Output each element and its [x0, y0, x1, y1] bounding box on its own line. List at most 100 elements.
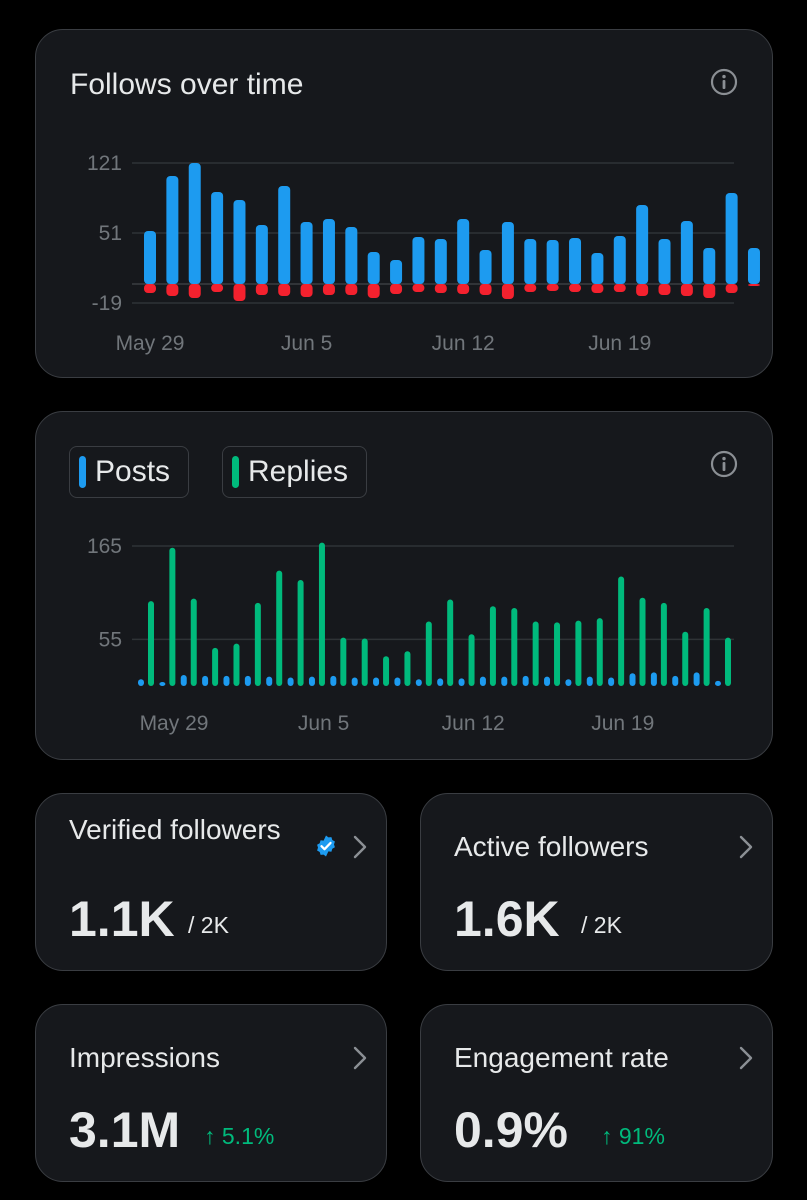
- unfollows-bar[interactable]: [613, 284, 626, 292]
- replies-bar[interactable]: [212, 647, 219, 686]
- engagement-rate-card[interactable]: Engagement rate 0.9% ↑ 91%: [420, 1004, 773, 1182]
- posts-bar[interactable]: [159, 682, 166, 686]
- unfollows-bar[interactable]: [255, 284, 268, 295]
- follows-bar[interactable]: [322, 219, 335, 284]
- follows-bar[interactable]: [457, 219, 470, 284]
- follows-bar[interactable]: [255, 225, 268, 284]
- unfollows-bar[interactable]: [680, 284, 693, 296]
- posts-bar[interactable]: [544, 676, 551, 686]
- replies-bar[interactable]: [468, 634, 475, 686]
- follows-bar[interactable]: [412, 237, 425, 284]
- unfollows-bar[interactable]: [322, 284, 335, 295]
- unfollows-bar[interactable]: [479, 284, 492, 295]
- unfollows-bar[interactable]: [501, 284, 514, 299]
- legend-chip-posts[interactable]: Posts: [69, 446, 189, 498]
- replies-bar[interactable]: [554, 622, 561, 686]
- replies-bar[interactable]: [489, 606, 496, 686]
- unfollows-bar[interactable]: [569, 284, 582, 292]
- replies-bar[interactable]: [318, 542, 325, 686]
- replies-bar[interactable]: [660, 602, 667, 686]
- posts-bar[interactable]: [138, 679, 144, 686]
- posts-bar[interactable]: [266, 676, 273, 686]
- info-icon[interactable]: [710, 68, 738, 96]
- posts-bar[interactable]: [565, 679, 572, 686]
- unfollows-bar[interactable]: [747, 284, 760, 286]
- posts-bar[interactable]: [244, 675, 251, 686]
- follows-bar[interactable]: [658, 239, 671, 284]
- posts-bar[interactable]: [394, 677, 401, 686]
- posts-bar[interactable]: [650, 672, 657, 686]
- replies-bar[interactable]: [511, 607, 518, 686]
- follows-bar[interactable]: [524, 239, 537, 284]
- posts-bar[interactable]: [608, 677, 615, 686]
- verified-followers-card[interactable]: Verified followers 1.1K / 2K: [35, 793, 387, 971]
- unfollows-bar[interactable]: [390, 284, 403, 294]
- follows-bar[interactable]: [703, 248, 716, 284]
- unfollows-bar[interactable]: [524, 284, 537, 292]
- replies-bar[interactable]: [276, 570, 283, 686]
- unfollows-bar[interactable]: [144, 284, 156, 293]
- unfollows-bar[interactable]: [300, 284, 313, 297]
- replies-bar[interactable]: [148, 601, 154, 686]
- replies-bar[interactable]: [703, 607, 710, 686]
- impressions-card[interactable]: Impressions 3.1M ↑ 5.1%: [35, 1004, 387, 1182]
- unfollows-bar[interactable]: [725, 284, 738, 293]
- replies-bar[interactable]: [190, 598, 197, 686]
- replies-bar[interactable]: [618, 576, 625, 686]
- posts-bar[interactable]: [479, 676, 486, 686]
- posts-bar[interactable]: [202, 675, 209, 686]
- follows-bar[interactable]: [725, 193, 738, 284]
- unfollows-bar[interactable]: [434, 284, 447, 293]
- replies-bar[interactable]: [340, 637, 347, 686]
- unfollows-bar[interactable]: [457, 284, 470, 294]
- unfollows-bar[interactable]: [233, 284, 246, 301]
- replies-bar[interactable]: [361, 638, 368, 686]
- follows-bar[interactable]: [501, 222, 514, 284]
- replies-bar[interactable]: [724, 637, 731, 686]
- replies-bar[interactable]: [447, 599, 454, 686]
- unfollows-bar[interactable]: [412, 284, 425, 292]
- unfollows-bar[interactable]: [546, 284, 559, 291]
- posts-bar[interactable]: [629, 673, 636, 686]
- unfollows-bar[interactable]: [345, 284, 358, 295]
- follows-bar[interactable]: [680, 221, 693, 284]
- follows-bar[interactable]: [390, 260, 403, 284]
- replies-bar[interactable]: [297, 579, 304, 686]
- posts-bar[interactable]: [501, 676, 508, 686]
- replies-bar[interactable]: [575, 620, 582, 686]
- info-icon[interactable]: [710, 450, 738, 478]
- posts-bar[interactable]: [287, 677, 294, 686]
- follows-bar[interactable]: [747, 248, 760, 284]
- posts-bar[interactable]: [415, 679, 422, 686]
- follows-bar[interactable]: [636, 205, 649, 284]
- follows-bar[interactable]: [300, 222, 313, 284]
- posts-bar[interactable]: [458, 678, 465, 686]
- replies-bar[interactable]: [639, 597, 646, 686]
- posts-bar[interactable]: [693, 672, 700, 686]
- unfollows-bar[interactable]: [278, 284, 291, 296]
- unfollows-bar[interactable]: [188, 284, 201, 298]
- posts-bar[interactable]: [308, 676, 315, 686]
- follows-bar[interactable]: [434, 239, 447, 284]
- follows-bar[interactable]: [166, 176, 179, 284]
- follows-bar[interactable]: [278, 186, 291, 284]
- replies-bar[interactable]: [682, 631, 689, 686]
- unfollows-bar[interactable]: [658, 284, 671, 295]
- follows-bar[interactable]: [345, 227, 358, 284]
- active-followers-card[interactable]: Active followers 1.6K / 2K: [420, 793, 773, 971]
- posts-bar[interactable]: [586, 676, 593, 686]
- unfollows-bar[interactable]: [367, 284, 380, 298]
- replies-bar[interactable]: [254, 602, 261, 686]
- replies-bar[interactable]: [383, 656, 390, 686]
- posts-bar[interactable]: [522, 675, 529, 686]
- replies-bar[interactable]: [169, 547, 176, 686]
- unfollows-bar[interactable]: [636, 284, 649, 296]
- posts-bar[interactable]: [373, 677, 380, 686]
- posts-bar[interactable]: [437, 678, 444, 686]
- replies-bar[interactable]: [404, 651, 411, 686]
- replies-bar[interactable]: [233, 643, 240, 686]
- follows-bar[interactable]: [546, 240, 559, 284]
- unfollows-bar[interactable]: [211, 284, 224, 292]
- posts-bar[interactable]: [180, 674, 187, 686]
- posts-bar[interactable]: [330, 675, 337, 686]
